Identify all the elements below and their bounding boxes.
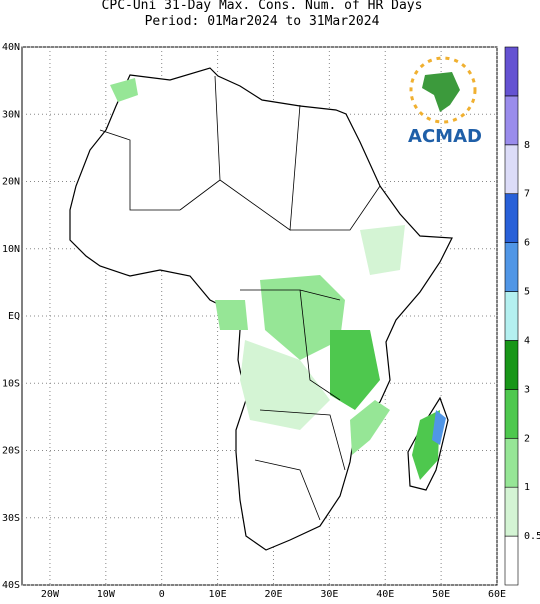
title: CPC-Uni 31-Day Max. Cons. Num. of HR Day… — [102, 0, 423, 13]
colorbar-label: 3 — [524, 384, 530, 395]
lon-tick-label: 0 — [159, 589, 165, 600]
colorbar-segment — [504, 193, 519, 243]
lat-tick-label: 40N — [2, 42, 20, 53]
colorbar-label: 4 — [524, 335, 530, 346]
colorbar-label: 0.5 — [524, 531, 540, 542]
subtitle: Period: 01Mar2024 to 31Mar2024 — [145, 14, 380, 29]
colorbar-label: 6 — [524, 238, 530, 249]
colorbar-segment — [504, 95, 519, 146]
lat-tick-label: EQ — [8, 311, 20, 322]
colorbar-segment — [504, 340, 519, 390]
lat-tick-label: 10N — [2, 244, 20, 255]
logo: ACMAD — [408, 56, 482, 147]
colorbar-label: 5 — [524, 287, 530, 298]
logo-text: ACMAD — [408, 126, 482, 147]
lon-tick-label: 10W — [97, 589, 116, 600]
colorbar-segment — [504, 291, 519, 341]
lon-tick-label: 20E — [264, 589, 282, 600]
colorbar-label: 7 — [524, 189, 530, 200]
lat-tick-label: 40S — [2, 580, 20, 591]
lon-tick-label: 60E — [488, 589, 506, 600]
colorbar-segment — [504, 437, 519, 488]
rain-patches — [110, 78, 446, 480]
lon-tick-label: 10E — [209, 589, 227, 600]
lon-tick-label: 50E — [432, 589, 450, 600]
africa — [69, 67, 453, 551]
colorbar-segment — [504, 242, 519, 292]
colorbar-segment — [504, 486, 519, 537]
lon-tick-label: 30E — [320, 589, 338, 600]
colorbar-segment — [504, 389, 519, 439]
borders — [99, 75, 381, 521]
colorbar-label: 2 — [524, 433, 530, 444]
lon-tick-label: 40E — [376, 589, 394, 600]
colorbar-segment — [504, 144, 519, 195]
lon-tick-label: 20W — [41, 589, 60, 600]
lat-tick-label: 10S — [2, 378, 20, 389]
colorbar-label: 8 — [524, 140, 530, 151]
colorbar-label: 1 — [524, 482, 530, 493]
lat-tick-label: 30N — [2, 109, 20, 120]
colorbar-segment — [504, 535, 519, 586]
lat-tick-label: 20N — [2, 177, 20, 188]
lat-tick-label: 30S — [2, 513, 20, 524]
lat-tick-label: 20S — [2, 446, 20, 457]
colorbar-segment — [504, 46, 519, 97]
